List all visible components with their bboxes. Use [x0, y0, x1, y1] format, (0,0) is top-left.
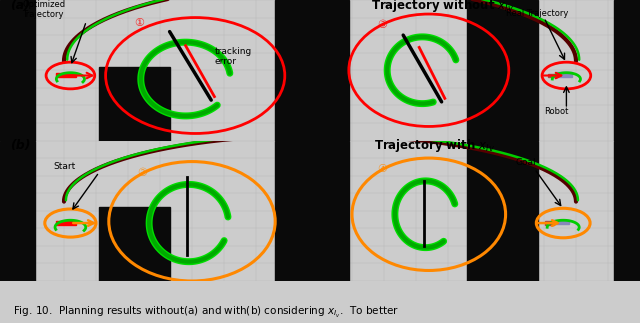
Bar [0, 141, 35, 281]
Text: (b): (b) [10, 139, 30, 152]
Text: Robot: Robot [545, 107, 569, 116]
Text: Trajectory without $x_{Iv}$: Trajectory without $x_{Iv}$ [371, 0, 515, 14]
Bar [275, 0, 349, 141]
Bar [99, 67, 170, 141]
Text: Real Trajectory: Real Trajectory [506, 9, 568, 18]
Bar [56, 221, 76, 225]
Text: Start: Start [53, 162, 75, 171]
Text: ④: ④ [378, 164, 388, 174]
Bar [548, 74, 557, 77]
Bar [552, 220, 569, 224]
Bar [0, 0, 35, 141]
Bar [614, 0, 640, 141]
Text: (a): (a) [10, 0, 29, 12]
Text: Optimized
Trajectory: Optimized Trajectory [22, 0, 65, 19]
Text: tracking
error: tracking error [214, 47, 252, 66]
Text: ①: ① [134, 18, 145, 28]
Bar [275, 141, 349, 281]
Bar [467, 141, 538, 281]
Bar [545, 221, 554, 225]
Bar [556, 72, 572, 77]
Bar [467, 0, 538, 141]
Bar [99, 207, 170, 281]
Text: Fig. 10.  Planning results without(a) and with(b) considering $x_{I_v}$.  To bet: Fig. 10. Planning results without(a) and… [13, 305, 399, 320]
Bar [614, 141, 640, 281]
Text: Trajectory with $x_{Iv}$: Trajectory with $x_{Iv}$ [374, 137, 495, 154]
Bar [56, 73, 76, 77]
Text: ②: ② [138, 168, 148, 178]
Text: ③: ③ [378, 20, 388, 30]
Text: Goal: Goal [515, 158, 536, 167]
